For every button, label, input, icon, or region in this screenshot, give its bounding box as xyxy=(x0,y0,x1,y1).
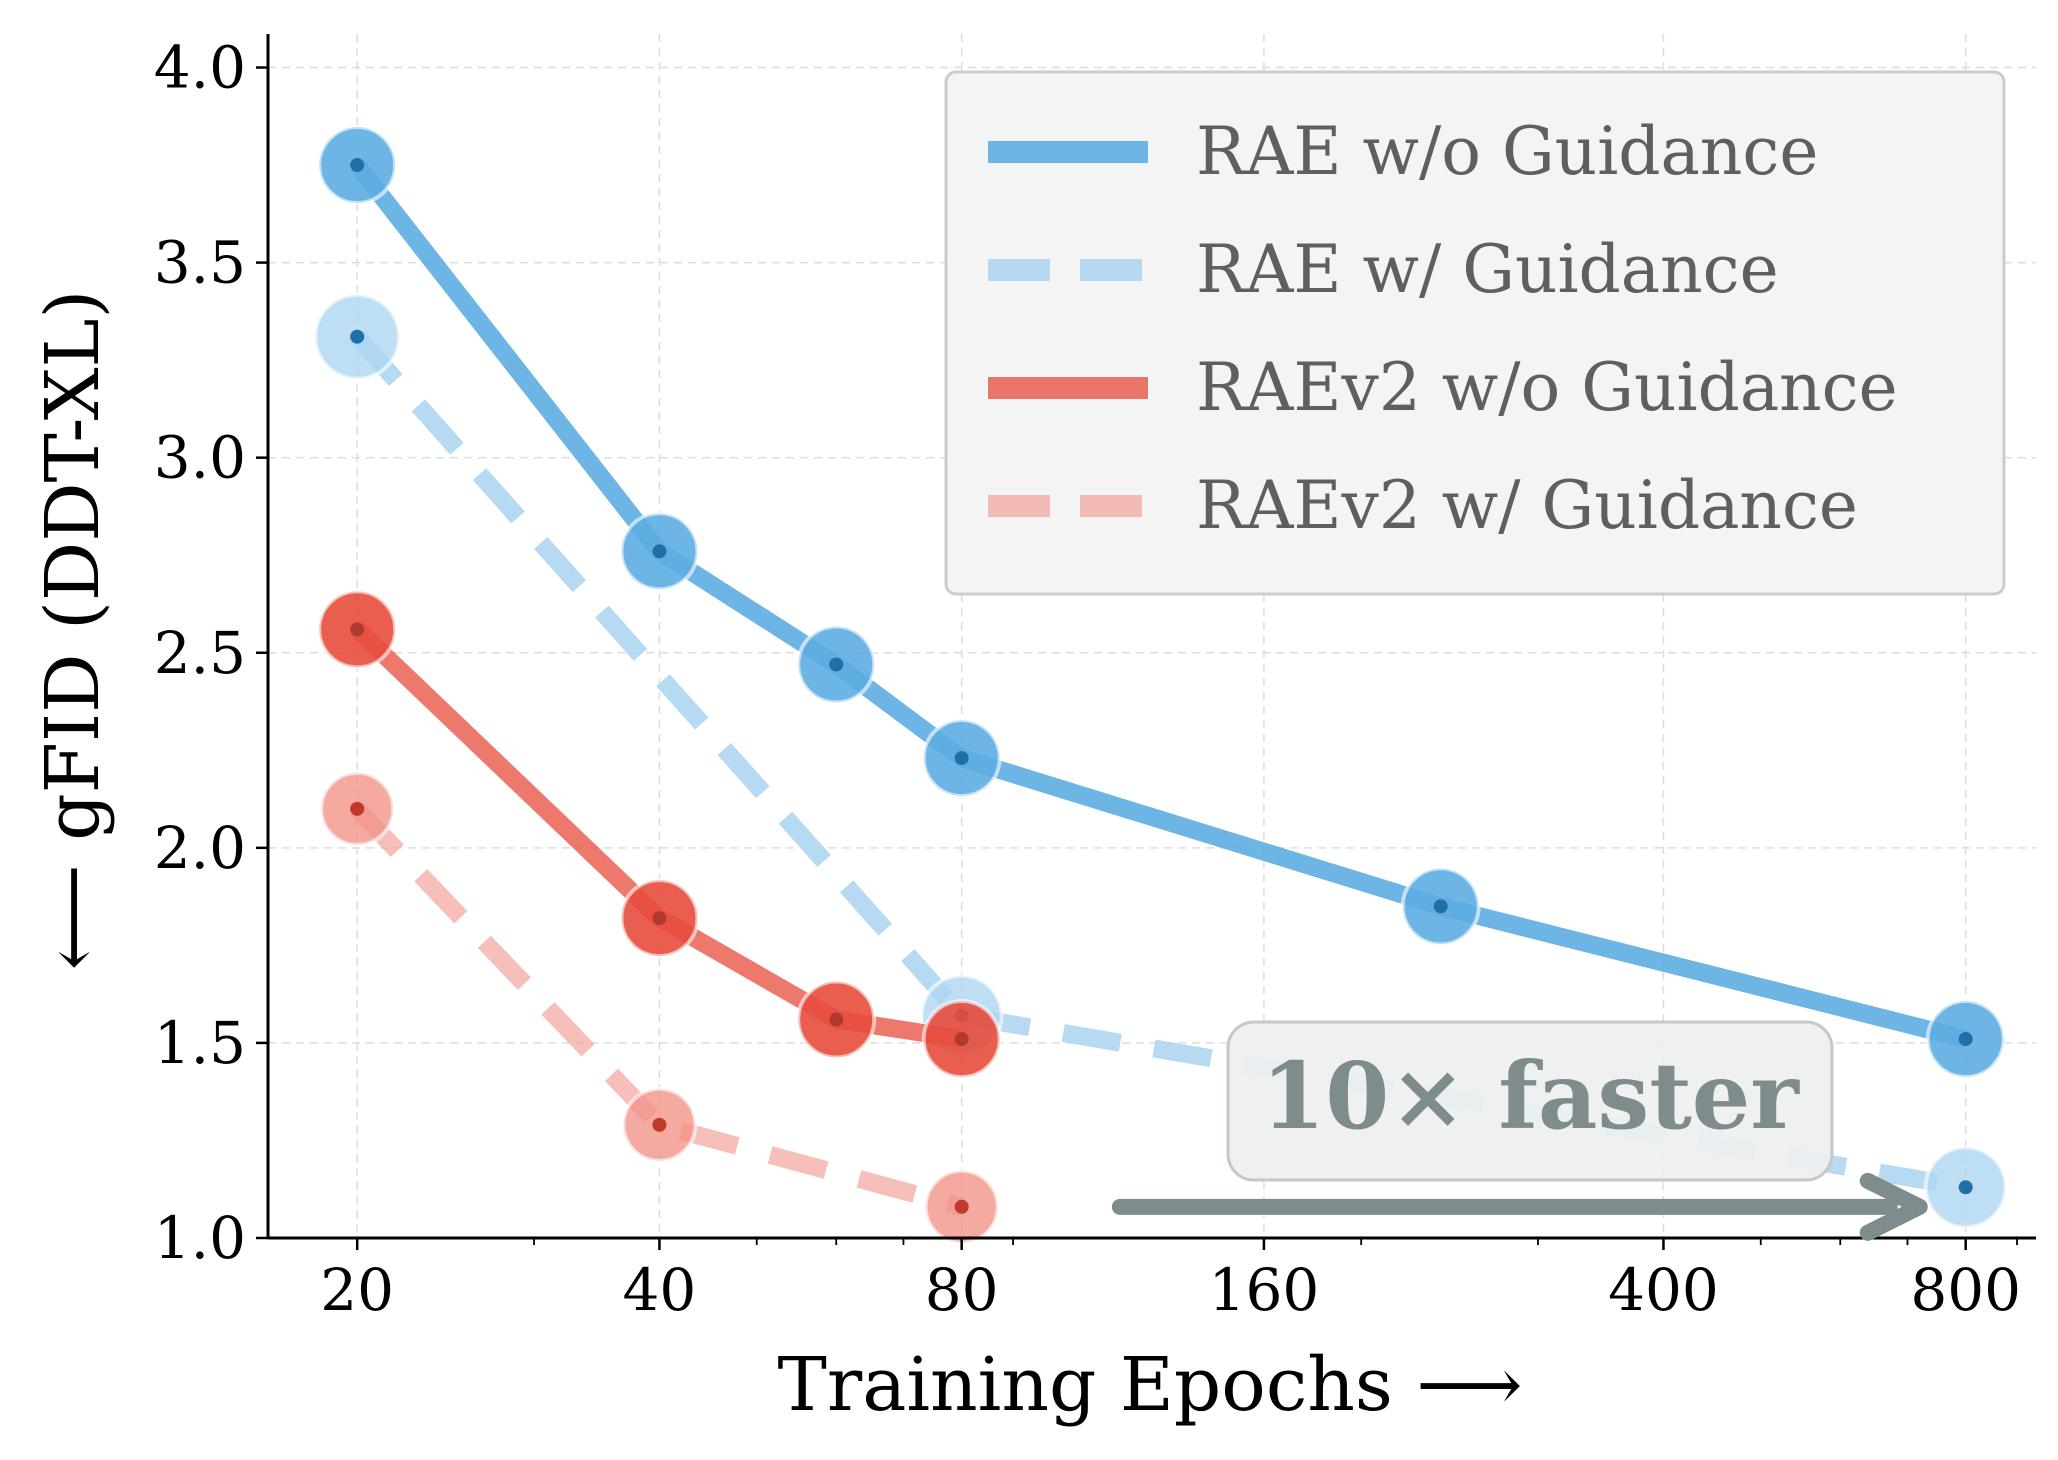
data-point-center xyxy=(350,158,365,173)
legend-box xyxy=(944,70,2006,596)
y-tick-label: 3.0 xyxy=(154,424,246,492)
y-tick-label: 2.5 xyxy=(154,619,246,687)
series-0 xyxy=(317,125,2006,1080)
annotation-box xyxy=(1226,1020,1834,1182)
series-line xyxy=(350,622,964,1048)
legend-label: RAE w/ Guidance xyxy=(1196,231,1779,308)
data-point-center xyxy=(954,1199,969,1214)
y-tick-label: 3.5 xyxy=(154,229,246,297)
y-tick-label: 2.0 xyxy=(154,814,246,882)
data-point-center xyxy=(350,622,365,637)
x-tick-label: 800 xyxy=(1910,1256,2021,1324)
series-layer xyxy=(313,125,2008,1245)
data-point-center xyxy=(829,1012,844,1027)
legend-label: RAEv2 w/o Guidance xyxy=(1196,349,1898,426)
data-point-center xyxy=(1958,1180,1973,1195)
y-axis-label: ⟵ gFID (DDT-XL) xyxy=(30,290,116,971)
legend-label: RAEv2 w/ Guidance xyxy=(1196,467,1858,544)
y-tick-label: 4.0 xyxy=(154,34,246,102)
x-tick-label: 160 xyxy=(1209,1256,1320,1324)
data-point-center xyxy=(954,751,969,766)
series-3 xyxy=(319,770,1000,1245)
series-line xyxy=(350,802,965,1216)
y-tick-label: 1.0 xyxy=(154,1204,246,1272)
data-point-center xyxy=(1958,1032,1973,1047)
data-point-center xyxy=(652,544,667,559)
x-axis-label: Training Epochs ⟶ xyxy=(777,1342,1522,1428)
data-point-center xyxy=(652,911,667,926)
data-point-center xyxy=(1433,899,1448,914)
y-ticks: 1.0 1.5 2.0 2.5 3.0 3.5 4.0 xyxy=(154,34,268,1272)
legend: RAE w/o Guidance RAE w/ Guidance RAEv2 w/o… xyxy=(944,70,2006,596)
series-2 xyxy=(317,589,1002,1080)
data-point-center xyxy=(954,1032,969,1047)
annotation: 10× faster xyxy=(1111,1020,1928,1241)
y-tick-label: 1.5 xyxy=(154,1009,246,1077)
x-tick-label: 400 xyxy=(1608,1256,1719,1324)
data-point-center xyxy=(652,1117,667,1132)
legend-label: RAE w/o Guidance xyxy=(1196,113,1818,190)
data-point-center xyxy=(829,657,844,672)
series-line xyxy=(350,159,1968,1048)
data-point-center xyxy=(350,329,365,344)
data-point-center xyxy=(350,801,365,816)
x-tick-label: 40 xyxy=(623,1256,697,1324)
annotation-arrow-head xyxy=(1859,1172,1928,1241)
annotation-text: 10× faster xyxy=(1261,1042,1800,1150)
x-tick-label: 20 xyxy=(320,1256,394,1324)
x-ticks: 20 40 80 160 400 800 xyxy=(320,1238,2021,1324)
x-tick-label: 80 xyxy=(925,1256,999,1324)
axes xyxy=(266,34,2036,1240)
